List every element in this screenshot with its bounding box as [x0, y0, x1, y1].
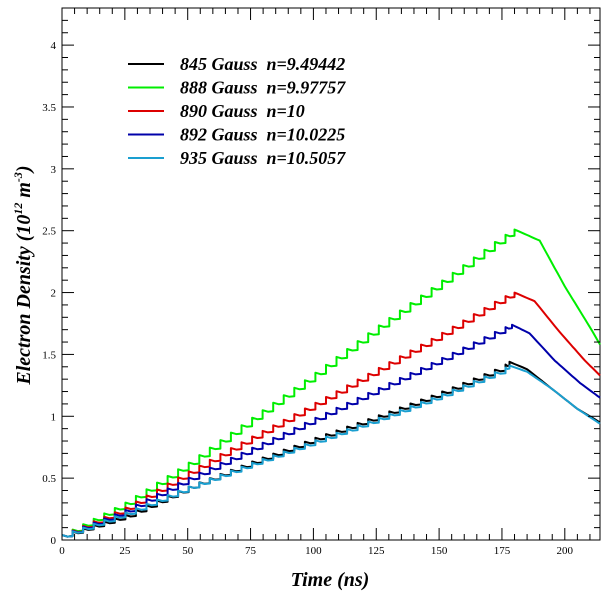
- legend-label: 888 Gauss n=9.97757: [180, 78, 346, 98]
- series-line-4: [61, 323, 601, 538]
- y-tick-label: 3.5: [42, 102, 56, 114]
- legend-label: 892 Gauss n=10.0225: [180, 125, 345, 145]
- legend-label: 935 Gauss n=10.5057: [180, 148, 346, 168]
- y-axis-title-exp1: 12: [11, 203, 25, 215]
- y-tick-label: 1.5: [42, 349, 56, 361]
- y-axis-title: Electron Density (1012 m-3): [11, 165, 35, 385]
- x-tick-label: 50: [182, 545, 194, 557]
- x-axis-title: Time (ns): [291, 569, 370, 591]
- series-line-3: [61, 291, 601, 538]
- legend-label: 890 Gauss n=10: [180, 101, 305, 121]
- legend-label: 845 Gauss n=9.49442: [180, 54, 345, 74]
- y-tick-label: 2: [51, 288, 57, 300]
- y-axis-title-exp2: -3: [11, 172, 25, 182]
- y-axis-title-main: Electron Density (10: [13, 215, 35, 386]
- y-tick-label: 2.5: [42, 226, 56, 238]
- y-tick-label: 3: [51, 164, 57, 176]
- x-tick-label: 150: [431, 545, 448, 557]
- y-axis-title-end: ): [13, 165, 35, 174]
- legend: 845 Gauss n=9.49442 888 Gauss n=9.97757 89…: [128, 54, 346, 168]
- plot-border: [61, 7, 601, 541]
- x-tick-label: 75: [245, 545, 257, 557]
- series-line-1: [61, 360, 601, 538]
- y-tick-label: 4: [51, 40, 57, 52]
- x-tick-label: 175: [494, 545, 511, 557]
- x-tick-label: 200: [557, 545, 574, 557]
- x-axis: 0 25 50 75 100 125 150 175 200: [59, 8, 591, 557]
- x-tick-label: 0: [59, 545, 65, 557]
- y-axis-title-mid: m: [13, 182, 35, 203]
- y-axis: 0 0.5 1 1.5 2 2.5 3 3.5 4: [42, 19, 600, 547]
- y-tick-label: 0.5: [42, 473, 56, 485]
- series-line-5: [61, 364, 601, 538]
- y-tick-label: 0: [51, 535, 57, 547]
- x-tick-label: 25: [119, 545, 131, 557]
- series-line-2: [61, 228, 601, 538]
- plot-frame: [61, 7, 601, 541]
- x-tick-label: 100: [305, 545, 322, 557]
- y-tick-label: 1: [51, 411, 57, 423]
- series-layer: [61, 228, 601, 538]
- x-tick-label: 125: [368, 545, 385, 557]
